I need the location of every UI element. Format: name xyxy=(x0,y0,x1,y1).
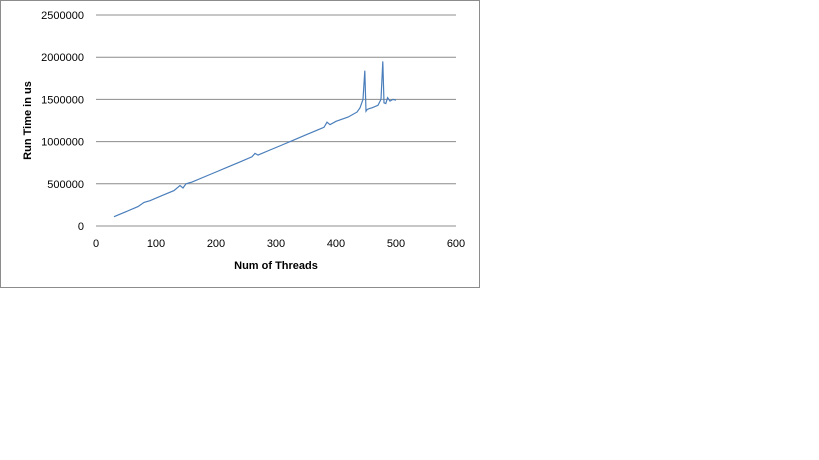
x-tick-label: 100 xyxy=(147,238,165,250)
gridlines xyxy=(96,14,456,185)
x-tick-label: 0 xyxy=(93,238,99,250)
x-tick-label: 600 xyxy=(447,238,465,250)
y-tick-label: 2000000 xyxy=(41,52,84,64)
x-tick-label: 300 xyxy=(267,238,285,250)
y-tick-label: 2500000 xyxy=(41,10,84,22)
y-tick-label: 1500000 xyxy=(41,94,84,106)
series-line xyxy=(113,61,397,218)
x-tick-label: 400 xyxy=(327,238,345,250)
y-tick-label: 0 xyxy=(78,221,84,233)
x-tick-label: 500 xyxy=(387,238,405,250)
y-axis-ticks: 0 500000 1000000 1500000 2000000 2500000 xyxy=(41,10,84,233)
x-axis-title: Num of Threads xyxy=(234,260,318,272)
line-chart: 0 500000 1000000 1500000 2000000 2500000 0 100… xyxy=(22,10,465,272)
chart-frame xyxy=(0,0,480,288)
x-tick-label: 200 xyxy=(207,238,225,250)
y-tick-label: 500000 xyxy=(47,179,84,191)
y-tick-label: 1000000 xyxy=(41,137,84,149)
x-axis-ticks: 0 100 200 300 400 500 600 xyxy=(93,238,465,250)
y-axis-title: Run Time in us xyxy=(22,81,34,160)
